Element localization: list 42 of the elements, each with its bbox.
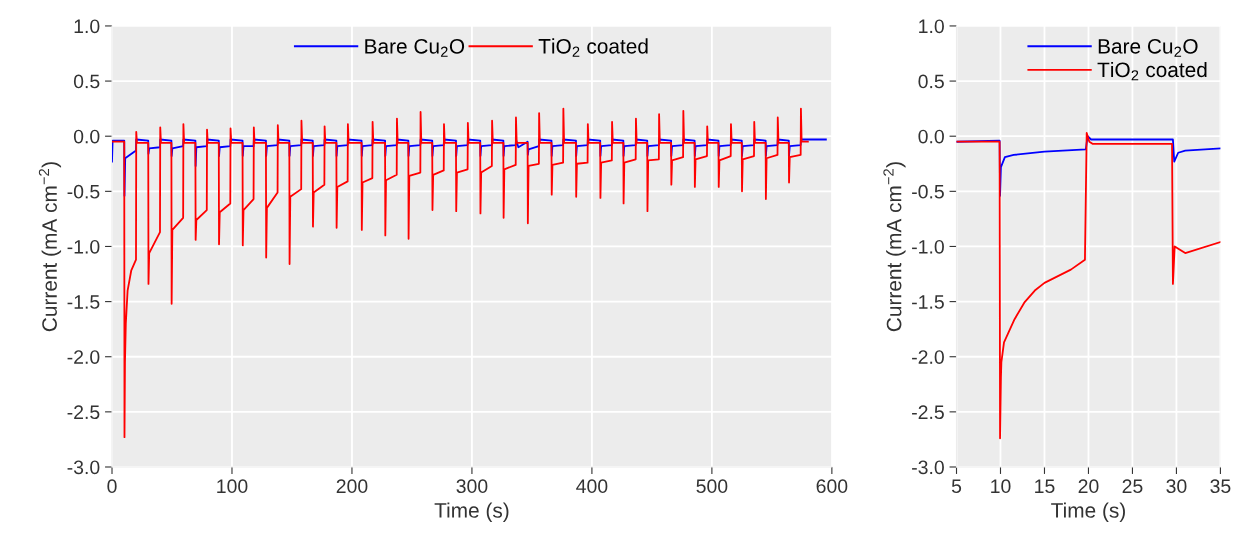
- y-tick-label: -0.5: [67, 184, 100, 199]
- x-tick-label: 600: [816, 479, 848, 494]
- y-tick-label: 1.0: [919, 19, 944, 34]
- x-tick-label: 400: [576, 479, 608, 494]
- x-tick-label: 5: [951, 479, 962, 494]
- y-tick-label: -2.0: [67, 350, 100, 364]
- legend-label: TiO$_{2}$ coated: [538, 38, 648, 57]
- y-axis-title: Current (mA cm$^{−2}$): [883, 162, 906, 332]
- y-tick-label: 0.0: [918, 129, 944, 144]
- x-tick-label: 15: [1035, 479, 1055, 494]
- y-tick-label: 0.5: [73, 74, 100, 89]
- y-axis-title: Current (mA cm$^{−2}$): [38, 162, 62, 332]
- y-tick-label: -1.0: [67, 239, 100, 254]
- y-tick-label: -2.0: [912, 350, 944, 364]
- x-tick-label: 0: [107, 479, 117, 494]
- y-tick-label: 1.0: [74, 19, 100, 34]
- y-tick-label: -1.5: [912, 295, 944, 309]
- x-tick-label: 25: [1122, 479, 1143, 494]
- y-tick-label: -2.5: [67, 405, 100, 420]
- y-tick-label: -1.5: [67, 295, 100, 309]
- x-axis-title: Time (s): [1051, 502, 1125, 522]
- y-tick-label: -1.0: [912, 239, 944, 254]
- x-tick-label: 100: [217, 479, 248, 494]
- y-tick-label: -3.0: [67, 460, 100, 475]
- y-tick-label: 0.0: [73, 129, 100, 144]
- x-tick-label: 35: [1210, 479, 1231, 494]
- y-tick-label: 0.5: [918, 74, 944, 89]
- x-tick-label: 30: [1166, 479, 1187, 494]
- x-axis-title: Time (s): [434, 502, 509, 522]
- x-tick-label: 200: [336, 479, 368, 494]
- legend-label: Bare Cu$_{2}$O: [365, 38, 465, 57]
- x-tick-label: 500: [696, 479, 728, 494]
- line-series: [112, 107, 809, 439]
- y-tick-label: -2.5: [912, 405, 944, 420]
- y-tick-label: -0.5: [912, 184, 944, 199]
- y-tick-label: -3.0: [912, 460, 944, 475]
- x-tick-label: 10: [991, 479, 1011, 494]
- legend-label: TiO$_{2}$ coated: [1097, 61, 1207, 81]
- x-tick-label: 20: [1078, 479, 1099, 494]
- x-tick-label: 300: [456, 479, 488, 494]
- line-series: [956, 131, 1221, 440]
- legend-label: Bare Cu$_{2}$O: [1098, 38, 1198, 57]
